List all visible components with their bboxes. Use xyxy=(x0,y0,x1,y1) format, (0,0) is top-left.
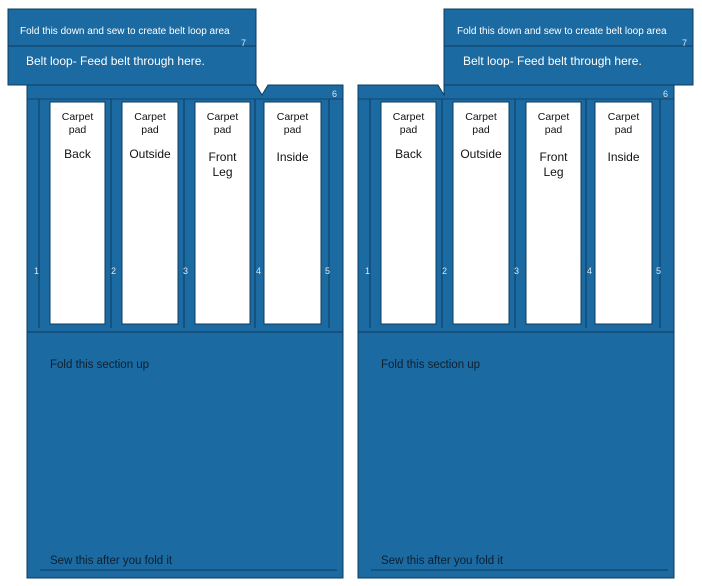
carpet-pad xyxy=(525,101,582,325)
fold-up-section xyxy=(357,331,675,579)
pad-material: Carpet xyxy=(134,111,166,123)
pad-zone: Back xyxy=(64,147,91,162)
carpet-pad xyxy=(49,101,106,325)
divider-number: 2 xyxy=(111,266,117,276)
belt-loop-label: Belt loop- Feed belt through here. xyxy=(26,54,205,68)
belt-loop-flap xyxy=(7,8,257,86)
pad-zone: Front xyxy=(539,150,568,165)
pad-label-outside: Carpet pad Outside xyxy=(453,111,509,162)
divider-number: 4 xyxy=(587,266,593,276)
pad-material: pad xyxy=(68,124,87,137)
pad-zone: Outside xyxy=(129,147,171,162)
pad-zone: Inside xyxy=(276,150,309,165)
pad-material: pad xyxy=(544,124,563,137)
panel-number: 6 xyxy=(332,89,338,99)
pad-material: Carpet xyxy=(537,111,570,123)
pattern-right: Fold this down and sew to create belt lo… xyxy=(331,0,694,586)
pad-zone: Front xyxy=(208,150,237,165)
divider-number: 1 xyxy=(34,266,40,276)
pad-material: pad xyxy=(399,124,418,137)
pad-material: pad xyxy=(614,124,633,137)
pad-label-outside: Carpet pad Outside xyxy=(122,111,178,162)
pad-label-inside: Carpet pad Inside xyxy=(595,111,652,165)
divider-number: 4 xyxy=(256,266,262,276)
flap-label: Fold this down and sew to create belt lo… xyxy=(457,26,667,37)
pad-material: Carpet xyxy=(206,111,239,123)
pad-material: pad xyxy=(213,124,232,137)
fold-instruction: Fold this section up xyxy=(50,359,150,371)
fold-instruction: Fold this section up xyxy=(381,359,481,371)
divider-number: 3 xyxy=(514,266,520,276)
panel-number: 6 xyxy=(663,89,669,99)
pad-label-front-leg: Carpet pad Front Leg xyxy=(526,111,581,180)
carpet-pad xyxy=(452,101,510,325)
carpet-pad xyxy=(121,101,179,325)
divider-number: 5 xyxy=(656,266,662,276)
flap-number: 7 xyxy=(241,38,247,48)
pad-material: Carpet xyxy=(276,111,309,123)
pad-material: Carpet xyxy=(465,111,497,123)
divider-number: 2 xyxy=(442,266,448,276)
belt-loop-label: Belt loop- Feed belt through here. xyxy=(463,54,642,68)
pad-zone: Back xyxy=(395,147,422,162)
pad-label-back: Carpet pad Back xyxy=(50,111,105,162)
carpet-pad xyxy=(594,101,653,325)
sew-instruction: Sew this after you fold it xyxy=(50,555,173,567)
pad-material: pad xyxy=(472,124,490,137)
pattern-shape xyxy=(7,8,344,579)
pad-label-inside: Carpet pad Inside xyxy=(264,111,321,165)
pad-zone: Inside xyxy=(607,150,640,165)
pad-material: pad xyxy=(141,124,159,137)
pad-label-front-leg: Carpet pad Front Leg xyxy=(195,111,250,180)
divider-number: 1 xyxy=(365,266,371,276)
divider-number: 3 xyxy=(183,266,189,276)
pad-material: Carpet xyxy=(607,111,640,123)
flap-number: 7 xyxy=(682,38,688,48)
flap-label: Fold this down and sew to create belt lo… xyxy=(20,26,230,37)
carpet-pad xyxy=(263,101,322,325)
pad-material: Carpet xyxy=(392,111,425,123)
sew-instruction: Sew this after you fold it xyxy=(381,555,504,567)
divider-number: 5 xyxy=(325,266,331,276)
pad-zone: Leg xyxy=(212,165,233,180)
fold-up-section xyxy=(26,331,344,579)
carpet-pad xyxy=(380,101,437,325)
pad-zone: Outside xyxy=(460,147,502,162)
pattern-shape xyxy=(357,8,694,579)
carpet-pad xyxy=(194,101,251,325)
pad-zone: Leg xyxy=(543,165,564,180)
pad-material: pad xyxy=(283,124,302,137)
belt-loop-flap xyxy=(443,8,694,86)
pad-material: Carpet xyxy=(61,111,94,123)
pattern-left: Fold this down and sew to create belt lo… xyxy=(0,0,344,586)
pad-label-back: Carpet pad Back xyxy=(381,111,436,162)
